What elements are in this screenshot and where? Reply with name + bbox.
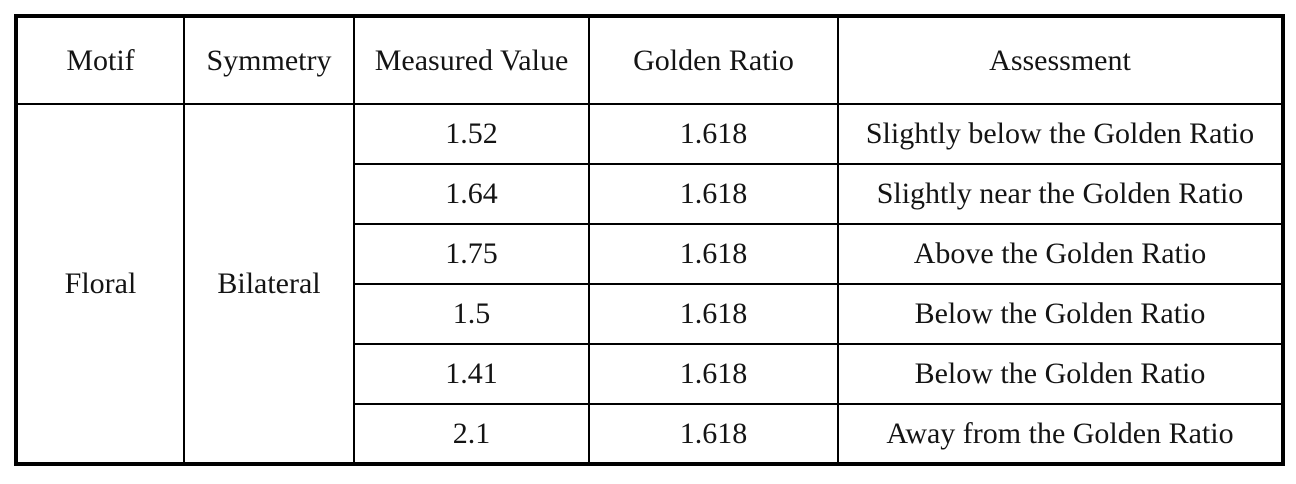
assessment-cell: Above the Golden Ratio	[837, 223, 1284, 285]
table-row: 1.41 1.618 Below the Golden Ratio	[16, 343, 1284, 405]
header-row: Motif Symmetry Measured Value Golden Rat…	[15, 15, 1284, 105]
table-row: Floral Bilateral 1.52 1.618 Slightly bel…	[15, 103, 1284, 465]
measured-value-cell: 1.75	[353, 223, 590, 285]
measured-value-cell: 1.5	[353, 283, 590, 345]
table-row: 1.64 1.618 Slightly near the Golden Rati…	[16, 163, 1284, 225]
golden-ratio-cell: 1.618	[588, 223, 839, 285]
table-row: 1.5 1.618 Below the Golden Ratio	[16, 283, 1284, 345]
table-row: 1.75 1.618 Above the Golden Ratio	[16, 223, 1284, 285]
assessment-cell: Slightly below the Golden Ratio	[837, 103, 1284, 165]
motif-cell: Floral	[15, 103, 185, 465]
assessment-table: Motif Symmetry Measured Value Golden Rat…	[14, 14, 1285, 466]
golden-ratio-cell: 1.618	[588, 343, 839, 405]
table-row: 2.1 1.618 Away from the Golden Ratio	[16, 403, 1284, 465]
measured-value-cell: 1.52	[353, 103, 590, 165]
golden-ratio-cell: 1.618	[588, 283, 839, 345]
measured-value-cell: 2.1	[353, 403, 590, 465]
column-header-motif: Motif	[15, 15, 185, 105]
assessment-cell: Below the Golden Ratio	[837, 283, 1284, 345]
golden-ratio-cell: 1.618	[588, 163, 839, 225]
golden-ratio-cell: 1.618	[588, 103, 839, 165]
symmetry-cell: Bilateral	[183, 103, 355, 465]
assessment-cell: Below the Golden Ratio	[837, 343, 1284, 405]
assessment-cell: Slightly near the Golden Ratio	[837, 163, 1284, 225]
column-header-symmetry: Symmetry	[183, 15, 355, 105]
assessment-cell: Away from the Golden Ratio	[837, 403, 1284, 465]
measured-value-cell: 1.41	[353, 343, 590, 405]
column-header-golden-ratio: Golden Ratio	[588, 15, 839, 105]
golden-ratio-cell: 1.618	[588, 403, 839, 465]
column-header-measured-value: Measured Value	[353, 15, 590, 105]
measured-value-cell: 1.64	[353, 163, 590, 225]
column-header-assessment: Assessment	[837, 15, 1284, 105]
